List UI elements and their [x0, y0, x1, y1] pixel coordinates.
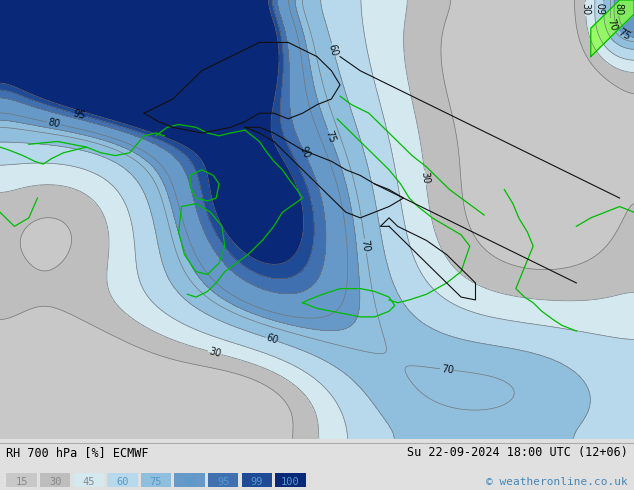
- Bar: [242, 473, 272, 488]
- Text: 75: 75: [150, 477, 162, 487]
- Bar: [141, 473, 171, 488]
- Bar: [174, 473, 205, 488]
- Text: 80: 80: [613, 2, 623, 15]
- Text: 30: 30: [420, 171, 431, 184]
- Bar: [107, 473, 138, 488]
- Text: 60: 60: [598, 2, 609, 14]
- Text: 75: 75: [323, 129, 337, 144]
- Text: Su 22-09-2024 18:00 UTC (12+06): Su 22-09-2024 18:00 UTC (12+06): [407, 446, 628, 459]
- Text: RH 700 hPa [%] ECMWF: RH 700 hPa [%] ECMWF: [6, 446, 149, 459]
- Bar: [208, 473, 238, 488]
- Text: 70: 70: [359, 239, 372, 253]
- Bar: [6, 473, 37, 488]
- Text: 95: 95: [217, 477, 230, 487]
- Text: 90: 90: [297, 145, 311, 160]
- Text: 100: 100: [281, 477, 300, 487]
- Text: 30: 30: [49, 477, 61, 487]
- Bar: [74, 473, 104, 488]
- Text: 99: 99: [250, 477, 263, 487]
- Text: 70: 70: [605, 18, 619, 32]
- Text: 75: 75: [616, 27, 632, 42]
- Text: 60: 60: [264, 333, 279, 346]
- Text: 80: 80: [47, 117, 61, 130]
- Text: 30: 30: [581, 2, 591, 15]
- Text: 60: 60: [327, 43, 340, 57]
- Text: 30: 30: [207, 346, 222, 359]
- Text: 45: 45: [82, 477, 95, 487]
- Polygon shape: [591, 0, 634, 56]
- Text: 15: 15: [15, 477, 28, 487]
- Text: 95: 95: [72, 108, 86, 121]
- Text: 70: 70: [441, 364, 454, 375]
- Text: 60: 60: [116, 477, 129, 487]
- Bar: [275, 473, 306, 488]
- Text: © weatheronline.co.uk: © weatheronline.co.uk: [486, 477, 628, 488]
- Bar: [40, 473, 70, 488]
- Text: 90: 90: [183, 477, 196, 487]
